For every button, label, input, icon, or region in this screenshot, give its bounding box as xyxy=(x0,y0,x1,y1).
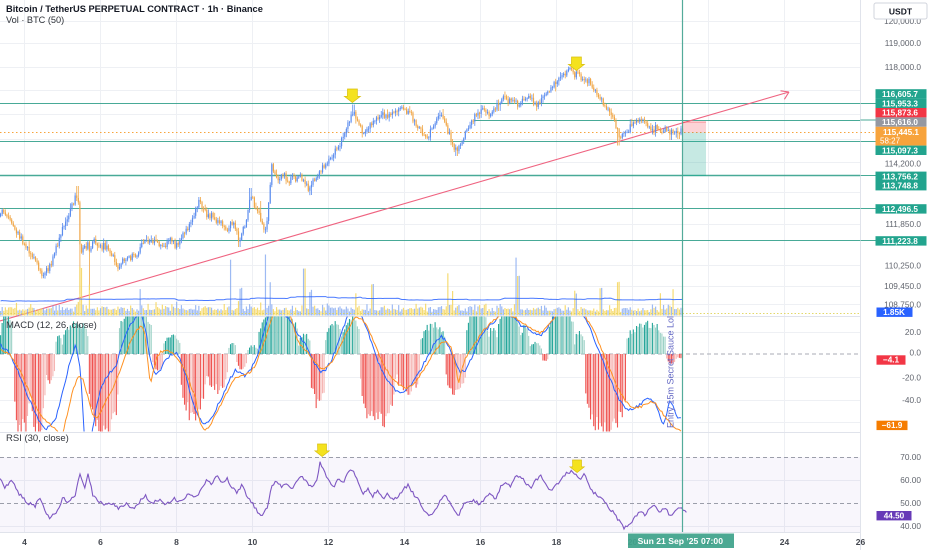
svg-text:115,097.3: 115,097.3 xyxy=(882,146,918,155)
svg-text:109,450.0: 109,450.0 xyxy=(884,281,921,291)
svg-text:−4.1: −4.1 xyxy=(883,356,900,365)
svg-text:114,200.0: 114,200.0 xyxy=(885,159,922,169)
svg-text:111,850.0: 111,850.0 xyxy=(885,219,921,229)
svg-text:112,496.5: 112,496.5 xyxy=(882,205,918,214)
svg-text:115,953.3: 115,953.3 xyxy=(882,99,918,108)
svg-text:113,756.2: 113,756.2 xyxy=(882,172,918,181)
svg-text:115,616.0: 115,616.0 xyxy=(882,118,918,127)
svg-text:10: 10 xyxy=(248,537,258,547)
svg-text:0.0: 0.0 xyxy=(909,348,921,358)
svg-text:44.50: 44.50 xyxy=(884,511,905,520)
svg-text:Sun 21 Sep ’25: Sun 21 Sep ’25 xyxy=(638,536,699,546)
svg-text:07:00: 07:00 xyxy=(701,536,723,546)
svg-text:-20.0: -20.0 xyxy=(902,373,921,383)
svg-text:108,750.0: 108,750.0 xyxy=(884,300,921,310)
svg-text:111,223.8: 111,223.8 xyxy=(882,237,918,246)
svg-text:20.0: 20.0 xyxy=(905,327,922,337)
svg-text:14: 14 xyxy=(400,537,410,547)
svg-text:70.00: 70.00 xyxy=(900,452,921,462)
svg-text:Vol · BTC (50): Vol · BTC (50) xyxy=(6,15,64,25)
svg-text:120,000.0: 120,000.0 xyxy=(884,16,921,26)
svg-text:50.00: 50.00 xyxy=(900,498,921,508)
svg-text:115,445.1: 115,445.1 xyxy=(883,128,919,137)
svg-text:16: 16 xyxy=(476,537,486,547)
svg-text:118,000.0: 118,000.0 xyxy=(885,62,922,72)
svg-text:18: 18 xyxy=(552,537,562,547)
svg-text:−61.9: −61.9 xyxy=(882,421,903,430)
svg-text:115,873.6: 115,873.6 xyxy=(882,109,918,118)
svg-text:6: 6 xyxy=(98,537,103,547)
svg-text:116,605.7: 116,605.7 xyxy=(882,90,918,99)
svg-text:Bitcoin / TetherUS PERPETUAL C: Bitcoin / TetherUS PERPETUAL CONTRACT · … xyxy=(6,4,263,14)
svg-text:24: 24 xyxy=(780,537,790,547)
svg-text:8: 8 xyxy=(174,537,179,547)
svg-text:RSI (30, close): RSI (30, close) xyxy=(6,433,69,444)
svg-text:USDT: USDT xyxy=(889,7,913,17)
svg-text:113,748.8: 113,748.8 xyxy=(882,182,918,191)
svg-text:MACD (12, 26, close): MACD (12, 26, close) xyxy=(6,320,97,331)
svg-text:Entry 15m Secret Sauce Lol: Entry 15m Secret Sauce Lol xyxy=(666,316,676,428)
svg-text:1.85K: 1.85K xyxy=(883,308,905,317)
svg-text:-40.0: -40.0 xyxy=(902,395,921,405)
svg-text:12: 12 xyxy=(324,537,334,547)
svg-text:58:27: 58:27 xyxy=(880,137,901,146)
svg-text:40.00: 40.00 xyxy=(900,521,921,531)
svg-text:26: 26 xyxy=(856,537,866,547)
svg-text:110,250.0: 110,250.0 xyxy=(885,261,922,271)
svg-text:60.00: 60.00 xyxy=(900,475,921,485)
svg-text:119,000.0: 119,000.0 xyxy=(885,38,922,48)
svg-text:4: 4 xyxy=(22,537,27,547)
